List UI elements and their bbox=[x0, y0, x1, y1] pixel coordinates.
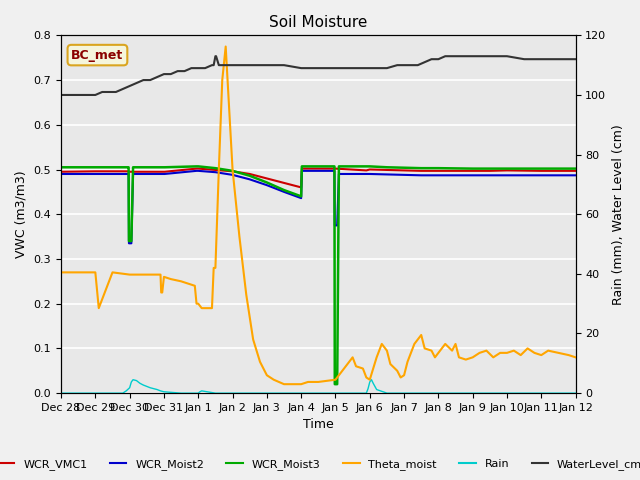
Legend: WCR_VMC1, WCR_Moist2, WCR_Moist3, Theta_moist, Rain, WaterLevel_cm: WCR_VMC1, WCR_Moist2, WCR_Moist3, Theta_… bbox=[0, 455, 640, 474]
Y-axis label: Rain (mm), Water Level (cm): Rain (mm), Water Level (cm) bbox=[612, 124, 625, 305]
X-axis label: Time: Time bbox=[303, 419, 333, 432]
Text: BC_met: BC_met bbox=[71, 48, 124, 61]
Title: Soil Moisture: Soil Moisture bbox=[269, 15, 367, 30]
Y-axis label: VWC (m3/m3): VWC (m3/m3) bbox=[15, 170, 28, 258]
